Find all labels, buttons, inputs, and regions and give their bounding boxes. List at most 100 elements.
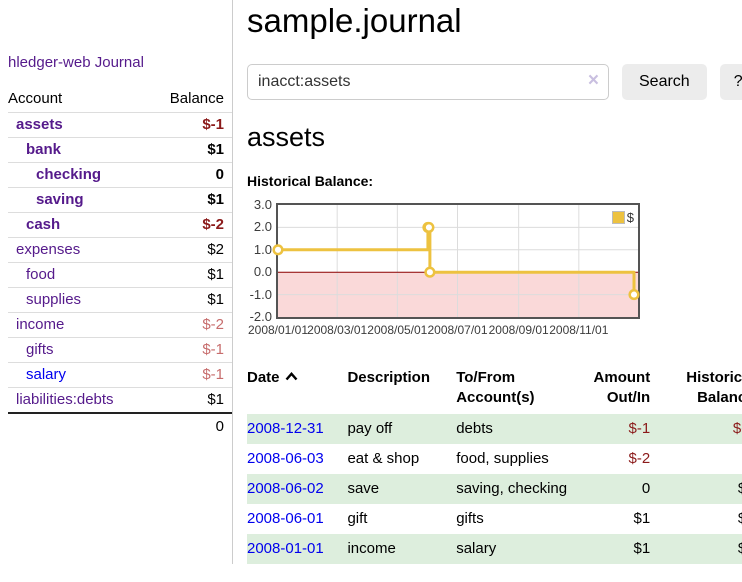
y-axis-tick-label: 2.0 bbox=[253, 219, 272, 235]
transaction-date-link[interactable]: 2008-12-31 bbox=[247, 420, 324, 437]
search-help-button[interactable]: ? bbox=[719, 64, 742, 100]
account-link-assets[interactable]: assets bbox=[16, 116, 63, 133]
transaction-amount: $-2 bbox=[628, 450, 651, 467]
transaction-description: eat & shop bbox=[347, 450, 420, 467]
column-header-amount: Amount Out/In bbox=[593, 369, 651, 406]
accounts-table-header: Account Balance bbox=[8, 88, 232, 113]
y-axis-tick-label: 3.0 bbox=[253, 197, 272, 212]
account-heading: assets bbox=[247, 122, 326, 152]
transactions-header-row: Date Description To/From Account(s) Amou… bbox=[247, 366, 742, 414]
account-balance: $1 bbox=[207, 291, 224, 308]
transaction-balance: $-1 bbox=[732, 420, 742, 437]
account-balance: $-1 bbox=[202, 116, 224, 133]
account-balance: $-2 bbox=[202, 316, 224, 333]
account-link-cash[interactable]: cash bbox=[26, 216, 61, 233]
chart-legend: $ bbox=[611, 210, 634, 225]
data-point bbox=[272, 244, 284, 256]
account-link-saving[interactable]: saving bbox=[36, 191, 84, 208]
clear-search-icon[interactable]: × bbox=[587, 70, 599, 91]
account-link-food[interactable]: food bbox=[26, 266, 56, 283]
accounts-total-value: 0 bbox=[215, 418, 224, 435]
account-link-salary[interactable]: salary bbox=[26, 366, 67, 383]
account-row: income $-2 bbox=[8, 313, 232, 338]
accounts-rows: assets $-1 bank $1 checking 0 saving $1 cash $-2 e… bbox=[8, 113, 232, 412]
column-header-date[interactable]: Date bbox=[247, 366, 347, 414]
account-row: gifts $-1 bbox=[8, 338, 232, 363]
chart-title: Historical Balance: bbox=[247, 173, 374, 189]
accounts-table: Account Balance assets $-1 bank $1 checking 0… bbox=[8, 88, 232, 439]
column-header-balance: Historical Balance bbox=[686, 369, 742, 406]
app-title-link[interactable]: hledger-web bbox=[8, 54, 91, 71]
account-balance: $1 bbox=[207, 141, 224, 158]
sidebar-item-journal[interactable]: Journal bbox=[94, 54, 144, 71]
transaction-date-link[interactable]: 2008-06-01 bbox=[247, 510, 324, 527]
transaction-description: pay off bbox=[347, 420, 393, 437]
transaction-balance: $2 bbox=[658, 504, 742, 534]
y-axis-tick-label: 0.0 bbox=[253, 264, 272, 280]
account-balance: 0 bbox=[215, 166, 224, 183]
x-axis-tick-label: 2008/09/01 bbox=[488, 323, 549, 337]
transaction-accounts: salary bbox=[456, 540, 497, 557]
chart-plot-area: $ bbox=[272, 203, 640, 319]
account-balance: $1 bbox=[207, 391, 224, 408]
account-row: expenses $2 bbox=[8, 238, 232, 263]
transaction-amount: 0 bbox=[641, 480, 651, 497]
account-row: assets $-1 bbox=[8, 113, 232, 138]
data-point bbox=[424, 266, 436, 278]
column-header-date-label: Date bbox=[247, 369, 280, 386]
account-balance: $1 bbox=[207, 191, 224, 208]
transactions-table: Date Description To/From Account(s) Amou… bbox=[247, 366, 742, 564]
y-axis-tick-label: -1.0 bbox=[249, 286, 272, 302]
transaction-balance: $2 bbox=[658, 474, 742, 504]
historical-balance-chart: $ 3.0 2.0 1.0 0.0 -1.0 -2.0 2008/01/01 2008/03/… bbox=[247, 197, 742, 342]
legend-label: $ bbox=[626, 210, 634, 225]
transaction-description: income bbox=[347, 540, 396, 557]
search-input[interactable] bbox=[247, 64, 609, 100]
transaction-amount: $1 bbox=[633, 510, 651, 527]
x-axis-tick-label: 2008/11/01 bbox=[549, 323, 609, 337]
account-balance: $1 bbox=[207, 266, 224, 283]
transaction-date-link[interactable]: 2008-06-03 bbox=[247, 450, 324, 467]
account-row: checking 0 bbox=[8, 163, 232, 188]
account-link-supplies[interactable]: supplies bbox=[26, 291, 82, 308]
search-button[interactable]: Search bbox=[622, 64, 707, 100]
chart-canvas bbox=[272, 205, 640, 317]
account-balance: $-1 bbox=[202, 341, 224, 358]
page-title: sample.journal bbox=[247, 2, 462, 39]
transaction-amount: $-1 bbox=[628, 420, 651, 437]
sort-ascending-icon bbox=[285, 371, 297, 381]
account-link-income[interactable]: income bbox=[16, 316, 65, 333]
account-link-checking[interactable]: checking bbox=[36, 166, 102, 183]
column-header-description: Description bbox=[347, 369, 430, 386]
y-axis-tick-label: -2.0 bbox=[249, 309, 272, 324]
sidebar: hledger-web Journal Account Balance asse… bbox=[0, 0, 233, 564]
accounts-header-balance: Balance bbox=[169, 90, 224, 107]
account-link-bank[interactable]: bank bbox=[26, 141, 62, 158]
account-row: cash $-2 bbox=[8, 213, 232, 238]
account-link-liabilities-debts[interactable]: liabilities:debts bbox=[16, 391, 114, 408]
x-axis-tick-label: 2008/05/01 bbox=[367, 323, 428, 337]
transaction-balance: $1 bbox=[658, 534, 742, 564]
y-axis-tick-label: 1.0 bbox=[253, 241, 272, 257]
transaction-row: 2008-06-03 eat & shop food, supplies $-2 0 bbox=[247, 444, 742, 474]
account-link-gifts[interactable]: gifts bbox=[26, 341, 54, 358]
transaction-accounts: gifts bbox=[456, 510, 484, 527]
search-box: × bbox=[247, 64, 609, 100]
account-balance: $-2 bbox=[202, 216, 224, 233]
account-row: liabilities:debts $1 bbox=[8, 388, 232, 412]
transaction-accounts: saving, checking bbox=[456, 480, 568, 497]
column-header-accounts: To/From Account(s) bbox=[456, 369, 535, 406]
account-row: bank $1 bbox=[8, 138, 232, 163]
x-axis-tick-label: 2008/01/01 bbox=[247, 323, 309, 337]
account-link-expenses[interactable]: expenses bbox=[16, 241, 81, 258]
transaction-accounts: debts bbox=[456, 420, 493, 437]
account-row: food $1 bbox=[8, 263, 232, 288]
transaction-row: 2008-01-01 income salary $1 $1 bbox=[247, 534, 742, 564]
x-axis-tick-label: 2008/03/01 bbox=[307, 323, 368, 337]
transaction-date-link[interactable]: 2008-06-02 bbox=[247, 480, 324, 497]
account-balance: $-1 bbox=[202, 366, 224, 383]
transaction-date-link[interactable]: 2008-01-01 bbox=[247, 540, 324, 557]
main-content: sample.journal × Search ? assets Histori… bbox=[233, 0, 742, 564]
transaction-accounts: food, supplies bbox=[456, 450, 549, 467]
transaction-row: 2008-06-01 gift gifts $1 $2 bbox=[247, 504, 742, 534]
